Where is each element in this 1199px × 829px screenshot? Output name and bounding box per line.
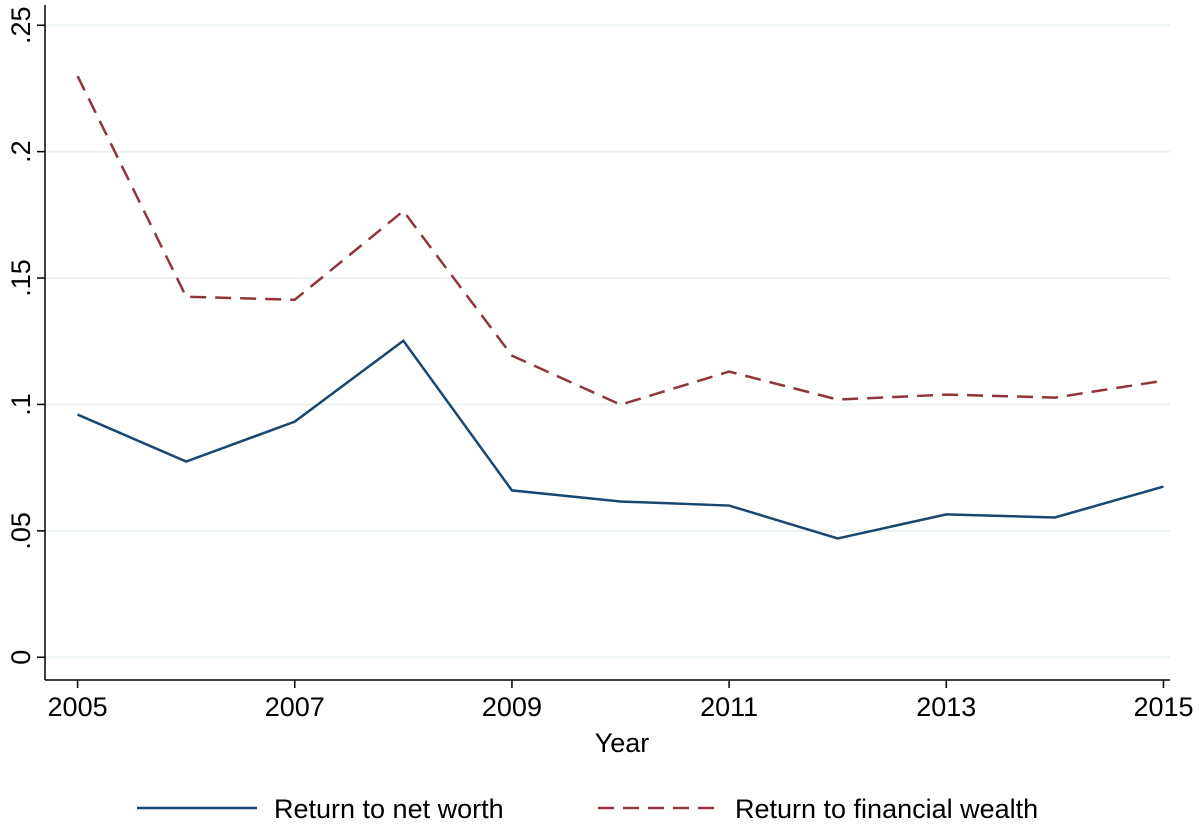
y-tick-label: .2 <box>6 140 36 163</box>
x-tick-label: 2013 <box>916 692 976 722</box>
x-axis-label: Year <box>595 728 650 758</box>
legend-label: Return to net worth <box>274 794 504 824</box>
y-tick-label: 0 <box>6 650 36 665</box>
y-tick-label: .25 <box>6 6 36 44</box>
x-tick-label: 2005 <box>48 692 108 722</box>
y-tick-label: .05 <box>6 512 36 550</box>
x-tick-label: 2009 <box>482 692 542 722</box>
x-tick-label: 2011 <box>700 692 758 722</box>
legend-label: Return to financial wealth <box>735 794 1038 824</box>
x-tick-label: 2015 <box>1133 692 1193 722</box>
y-tick-label: .1 <box>6 393 36 416</box>
line-series <box>77 338 1164 540</box>
line-series <box>76 75 1164 407</box>
y-tick-label: .15 <box>6 259 36 297</box>
x-tick-label: 2007 <box>265 692 325 722</box>
